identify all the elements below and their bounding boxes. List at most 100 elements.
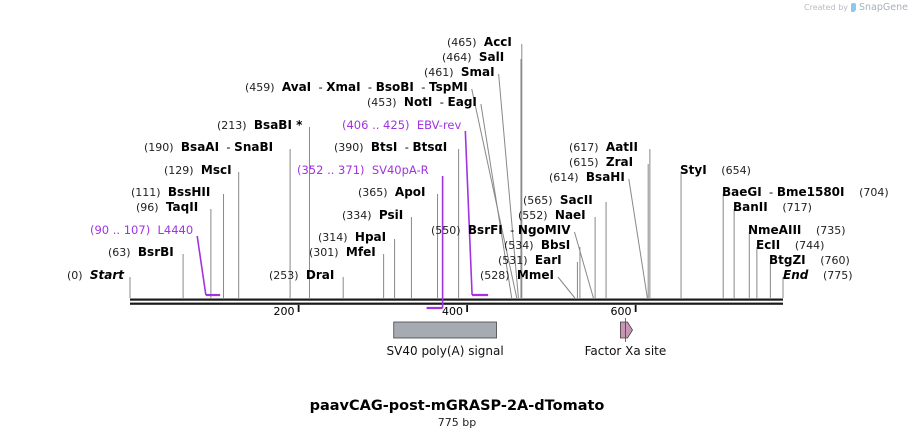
restriction-site-label[interactable]: (111) BssHII (131, 185, 210, 200)
restriction-site-label[interactable]: (617) AatII (569, 140, 638, 155)
primer-label[interactable]: (352 .. 371) SV40pA-R (297, 163, 429, 177)
primer-range: (352 .. 371) (297, 163, 365, 177)
primer-range: (406 .. 425) (342, 118, 410, 132)
ruler-tick (634, 305, 637, 312)
restriction-site-label[interactable]: (0) Start (67, 268, 124, 283)
enzyme-name: ApoI (394, 185, 426, 199)
feature-label[interactable]: Factor Xa site (584, 344, 667, 358)
enzyme-name: BsaBI * (253, 118, 303, 132)
restriction-site-label[interactable]: NmeAIII (735) (748, 223, 846, 238)
enzyme-name: XmaI (326, 80, 361, 94)
enzyme-name: SnaBI (234, 140, 274, 154)
site-position: (190) (144, 141, 174, 154)
site-position: (615) (569, 156, 599, 169)
enzyme-name: SacII (559, 193, 593, 207)
restriction-site-label[interactable]: (253) DraI (269, 268, 334, 283)
enzyme-name: AatII (605, 140, 638, 154)
site-position: (365) (358, 186, 388, 199)
restriction-site-label[interactable]: (63) BsrBI (108, 245, 174, 260)
enzyme-name: EagI (447, 95, 477, 109)
restriction-site-label[interactable]: (96) TaqII (136, 200, 198, 215)
restriction-site-label[interactable]: BtgZI (760) (769, 253, 850, 268)
site-position: (717) (782, 201, 812, 214)
restriction-site-label[interactable]: (614) BsaHI (549, 170, 625, 185)
primer-name: SV40pA-R (371, 163, 429, 177)
restriction-site-label[interactable]: StyI (654) (680, 163, 751, 178)
site-position: (528) (480, 269, 510, 282)
restriction-site-label[interactable]: (129) MscI (164, 163, 232, 178)
ruler-tick-label: 400 (442, 305, 464, 318)
site-position: (744) (794, 239, 825, 252)
restriction-site-label[interactable]: (552) NaeI (518, 208, 586, 223)
enzyme-name: BtsI (370, 140, 398, 154)
restriction-site-label[interactable]: (314) HpaI (318, 230, 386, 245)
enzyme-name: BbsI (540, 238, 571, 252)
restriction-site-label[interactable]: (365) ApoI (358, 185, 426, 200)
feature-label[interactable]: SV40 poly(A) signal (386, 344, 504, 358)
restriction-site-label[interactable]: (528) MmeI (480, 268, 554, 283)
enzyme-name: MscI (200, 163, 232, 177)
restriction-site-label[interactable]: (615) ZraI (569, 155, 633, 170)
enzyme-name: BanII (733, 200, 768, 214)
site-position: (565) (523, 194, 553, 207)
enzyme-name: NmeAIII (748, 223, 802, 237)
feature-box-sv40-polya (393, 321, 497, 339)
site-position: (760) (820, 254, 850, 267)
enzyme-name: BsrFI (467, 223, 503, 237)
restriction-site-label[interactable]: (334) PsiI (342, 208, 403, 223)
restriction-site-label[interactable]: (464) SalI (442, 50, 504, 65)
restriction-site-label[interactable]: (531) EarI (498, 253, 562, 268)
site-leader-line (471, 88, 518, 299)
site-position: (314) (318, 231, 348, 244)
restriction-site-label[interactable]: (301) MfeI (309, 245, 376, 260)
primer-range: (90 .. 107) (90, 223, 151, 237)
enzyme-name: AccI (483, 35, 512, 49)
site-position: (301) (309, 246, 339, 259)
restriction-site-label[interactable]: (565) SacII (523, 193, 593, 208)
enzyme-name: NgoMIV (517, 223, 571, 237)
restriction-site-label[interactable]: (550) BsrFI - NgoMIV (431, 223, 571, 237)
restriction-site-label[interactable]: (534) BbsI (504, 238, 570, 253)
backbone-bottom-strand (130, 302, 783, 305)
enzyme-name: BssHII (167, 185, 211, 199)
enzyme-name: SmaI (460, 65, 495, 79)
enzyme-name: StyI (680, 163, 707, 177)
restriction-site-label[interactable]: EcII (744) (756, 238, 824, 253)
restriction-site-label[interactable]: (461) SmaI (424, 65, 495, 80)
restriction-site-label[interactable]: (390) BtsI - BtsαI (334, 140, 448, 154)
backbone-top-strand (130, 298, 783, 301)
enzyme-name: NotI (403, 95, 433, 109)
primer-leader-line (196, 235, 207, 296)
enzyme-name: ZraI (605, 155, 634, 169)
primer-name: EBV-rev (416, 118, 462, 132)
enzyme-name: EarI (534, 253, 562, 267)
restriction-site-label[interactable]: (453) NotI - EagI (367, 95, 477, 109)
site-leader-line (628, 178, 648, 299)
site-position: (0) (67, 269, 83, 282)
feature-arrow-factor-xa (619, 321, 633, 339)
enzyme-name: MmeI (516, 268, 554, 282)
site-position: (704) (859, 186, 889, 199)
site-position: (534) (504, 239, 534, 252)
restriction-site-label[interactable]: (190) BsaAI - SnaBI (144, 140, 274, 154)
restriction-site-label[interactable]: (459) AvaI - XmaI - BsoBI - TspMI (245, 80, 468, 94)
restriction-site-label[interactable]: (213) BsaBI * (217, 118, 302, 133)
enzyme-name: BsaAI (180, 140, 220, 154)
sequence-length: 775 bp (437, 416, 477, 429)
restriction-site-label[interactable]: BaeGI - Bme1580I (704) (722, 185, 889, 199)
site-position: (550) (431, 224, 461, 237)
enzyme-name: PsiI (378, 208, 404, 222)
site-position: (334) (342, 209, 372, 222)
map-title: paavCAG-post-mGRASP-2A-dTomato (309, 398, 605, 414)
primer-label[interactable]: (90 .. 107) L4440 (90, 223, 193, 237)
primer-label[interactable]: (406 .. 425) EBV-rev (342, 118, 461, 132)
enzyme-name: TaqII (165, 200, 199, 214)
restriction-site-label[interactable]: (465) AccI (447, 35, 512, 50)
restriction-site-label[interactable]: BanII (717) (733, 200, 812, 215)
restriction-site-label[interactable]: End (775) (783, 268, 853, 283)
credit-brand: SnapGene (859, 2, 908, 13)
site-position: (614) (549, 171, 579, 184)
site-position: (464) (442, 51, 472, 64)
site-position: (465) (447, 36, 477, 49)
